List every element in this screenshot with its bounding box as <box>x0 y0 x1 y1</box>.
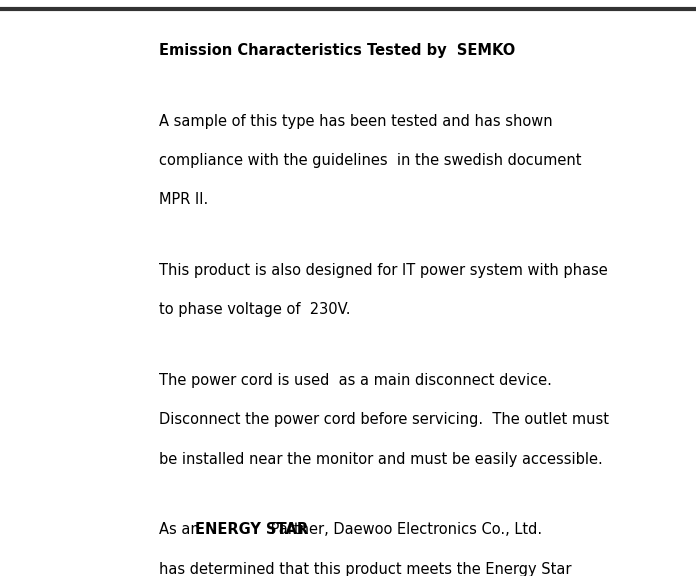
Text: Disconnect the power cord before servicing.  The outlet must: Disconnect the power cord before servici… <box>159 412 609 427</box>
Text: MPR II.: MPR II. <box>159 192 208 207</box>
Text: has determined that this product meets the Energy Star: has determined that this product meets t… <box>159 562 571 576</box>
Text: Emission Characteristics Tested by  SEMKO: Emission Characteristics Tested by SEMKO <box>159 43 515 58</box>
Text: be installed near the monitor and must be easily accessible.: be installed near the monitor and must b… <box>159 452 603 467</box>
Text: The power cord is used  as a main disconnect device.: The power cord is used as a main disconn… <box>159 373 551 388</box>
Text: This product is also designed for IT power system with phase: This product is also designed for IT pow… <box>159 263 608 278</box>
Text: A sample of this type has been tested and has shown: A sample of this type has been tested an… <box>159 114 553 129</box>
Text: Partner, Daewoo Electronics Co., Ltd.: Partner, Daewoo Electronics Co., Ltd. <box>266 522 541 537</box>
Text: compliance with the guidelines  in the swedish document: compliance with the guidelines in the sw… <box>159 153 581 168</box>
Text: to phase voltage of  230V.: to phase voltage of 230V. <box>159 302 350 317</box>
Text: ENERGY STAR: ENERGY STAR <box>195 522 308 537</box>
Text: As an: As an <box>159 522 204 537</box>
